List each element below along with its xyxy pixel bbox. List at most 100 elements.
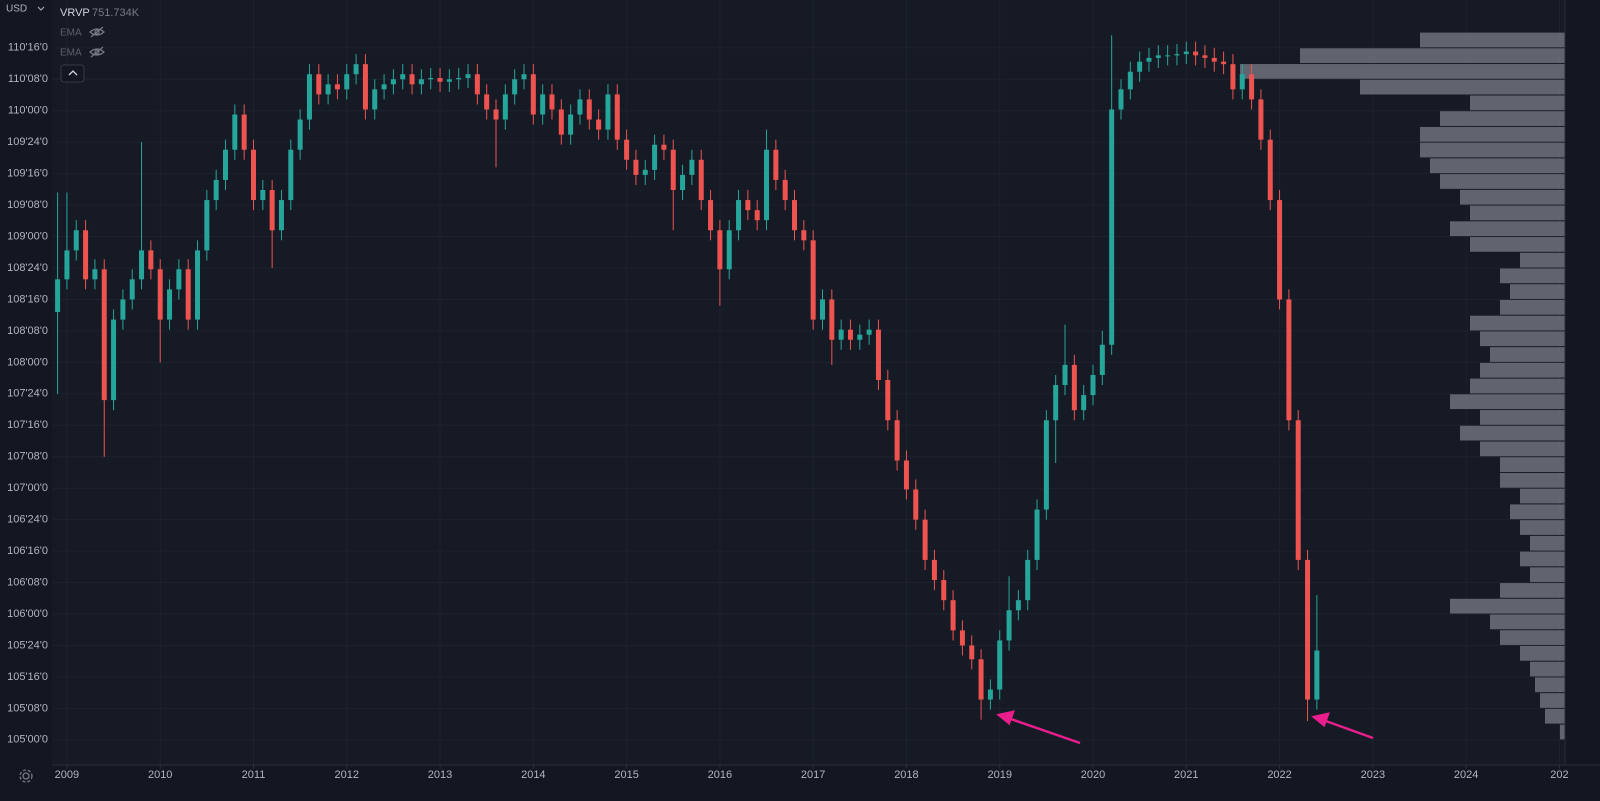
y-tick-label: 108'08'0 — [7, 325, 48, 337]
profile-bar — [1300, 48, 1565, 64]
currency-box[interactable] — [0, 0, 50, 18]
settings-icon[interactable] — [19, 769, 33, 783]
y-tick-label: 106'16'0 — [7, 545, 48, 557]
hidden-icon[interactable] — [89, 26, 105, 38]
candle-body — [297, 119, 303, 150]
candle-body — [241, 114, 247, 150]
profile-bar — [1560, 724, 1565, 740]
candle-body — [875, 329, 881, 380]
profile-bar — [1480, 441, 1565, 457]
candle-body — [1258, 99, 1264, 140]
profile-bar — [1450, 598, 1565, 614]
y-tick-label: 108'24'0 — [7, 262, 48, 274]
profile-bar — [1470, 315, 1565, 331]
candle-body — [372, 89, 378, 110]
x-tick-label: 2023 — [1361, 769, 1385, 781]
candle-body — [73, 230, 79, 251]
candle-body — [101, 269, 107, 401]
candle-body — [1314, 650, 1320, 700]
x-tick-label: 2009 — [55, 769, 79, 781]
candle-body — [736, 200, 742, 231]
candle-body — [83, 230, 89, 280]
profile-bar — [1430, 158, 1565, 174]
candle-body — [418, 79, 424, 85]
candle-body — [680, 174, 686, 190]
y-tick-label: 105'00'0 — [7, 734, 48, 746]
y-tick-label: 109'08'0 — [7, 199, 48, 211]
profile-bar — [1520, 645, 1565, 661]
collapse-button[interactable] — [60, 64, 85, 83]
profile-bar — [1500, 299, 1565, 315]
candle-body — [1277, 200, 1283, 300]
candle-body — [1118, 89, 1124, 110]
y-tick-label: 105'24'0 — [7, 639, 48, 651]
candle-body — [148, 250, 154, 270]
x-tick-label: 2015 — [614, 769, 638, 781]
indicator-name[interactable]: EMA — [60, 48, 82, 59]
candle-body — [1043, 420, 1049, 510]
candle-body — [624, 139, 630, 160]
profile-bar — [1535, 677, 1565, 693]
y-tick-label: 106'08'0 — [7, 576, 48, 588]
candle-body — [596, 119, 602, 130]
collapse-icon[interactable] — [68, 70, 78, 76]
y-tick-label: 106'00'0 — [7, 608, 48, 620]
annotations — [996, 710, 1374, 745]
candle-body — [502, 94, 508, 120]
profile-bar — [1440, 174, 1565, 189]
candle-body — [950, 600, 956, 631]
profile-bar — [1500, 457, 1565, 472]
profile-bar — [1530, 567, 1565, 583]
dropdown-caret[interactable] — [37, 6, 45, 11]
candle-body — [1099, 344, 1105, 375]
candle-body — [195, 250, 201, 320]
profile-bar — [1420, 126, 1565, 142]
candle-body — [913, 489, 919, 520]
candle-body — [1053, 385, 1059, 421]
candle-body — [465, 74, 471, 79]
candle-body — [819, 299, 825, 320]
y-tick-label: 107'24'0 — [7, 388, 48, 400]
candle-body — [306, 74, 312, 120]
candle-body — [605, 94, 611, 130]
candle-body — [969, 645, 975, 660]
x-tick-label: 2024 — [1454, 769, 1478, 781]
y-tick-label: 107'16'0 — [7, 419, 48, 431]
candle-body — [428, 78, 434, 80]
indicator-name[interactable]: EMA — [60, 28, 82, 39]
profile-bar — [1240, 64, 1565, 79]
currency[interactable]: USD — [6, 4, 27, 15]
profile-bar — [1450, 394, 1565, 410]
indicator-name[interactable]: VRVP — [60, 7, 90, 19]
x-tick-label: 2021 — [1174, 769, 1198, 781]
candle-body — [885, 379, 891, 421]
candle-body — [568, 114, 574, 135]
profile-bar — [1500, 268, 1565, 284]
y-tick-label: 110'16'0 — [8, 42, 48, 54]
candle-body — [223, 149, 229, 180]
profile-bar — [1490, 347, 1565, 362]
profile-bar — [1500, 472, 1565, 488]
candle-body — [1137, 61, 1143, 72]
candle-body — [213, 179, 219, 201]
profile-bar — [1470, 378, 1565, 394]
profile-bar — [1500, 583, 1565, 598]
y-tick-label: 109'24'0 — [7, 136, 48, 148]
candle-body — [987, 689, 993, 700]
candle-body — [521, 74, 527, 80]
y-tick-label: 107'00'0 — [7, 482, 48, 494]
hidden-icon[interactable] — [89, 46, 105, 58]
candle-body — [894, 420, 900, 461]
candle-body — [754, 210, 760, 221]
candle-body — [857, 334, 863, 340]
candle-body — [1025, 559, 1031, 601]
candle-body — [260, 189, 266, 201]
candle-body — [288, 149, 294, 201]
candle-body — [549, 94, 555, 110]
profile-bar — [1470, 237, 1565, 252]
candle-body — [362, 64, 368, 110]
candle-body — [717, 230, 723, 270]
profile-bar — [1520, 488, 1565, 504]
y-tick-label: 110'08'0 — [8, 73, 48, 85]
